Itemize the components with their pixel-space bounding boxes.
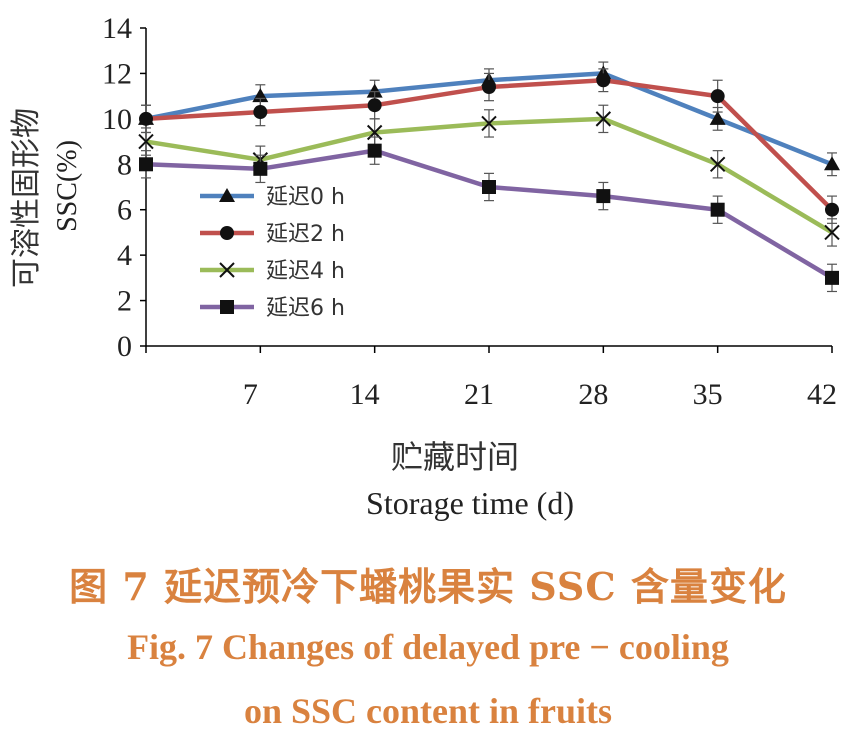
y-axis-title-english: SSC(%) [52,140,83,232]
figure-caption-chinese: 图 7 延迟预冷下蟠桃果实 SSC 含量变化 [69,564,787,609]
legend-marker [219,262,235,278]
x-tick-label: 28 [578,378,608,411]
x-tick-label: 42 [807,378,837,411]
data-point [710,202,725,217]
data-point [482,80,496,95]
data-point [825,270,839,285]
data-point [367,143,382,158]
figure-caption-english-line1: Fig. 7 Changes of delayed pre − cooling [127,627,729,667]
y-tick-label: 14 [102,12,132,45]
data-point [595,111,612,127]
data-point [367,98,382,113]
data-point [482,180,496,194]
y-tick-label: 12 [102,57,132,90]
legend-marker [219,188,235,202]
legend-label: 延迟0 h [266,185,345,210]
y-tick-label: 8 [117,148,132,181]
x-tick-label: 7 [243,378,258,411]
legend-label: 延迟4 h [266,259,345,284]
y-axis-title-chinese: 可溶性固形物 [9,108,44,288]
data-point [481,115,497,132]
legend-label: 延迟2 h [266,222,345,247]
x-axis-title-chinese: 贮藏时间 [391,438,519,476]
data-point [139,111,153,126]
y-tick-label: 10 [102,103,132,136]
data-point [138,133,154,150]
x-axis-title-english: Storage time (d) [366,485,574,521]
x-tick-label: 35 [693,378,723,411]
legend-marker [220,300,234,314]
legend-label: 延迟6 h [266,296,345,321]
data-point [596,189,611,204]
data-point [824,156,840,171]
data-point [709,156,726,172]
data-point [253,161,268,176]
data-point [139,157,153,172]
y-tick-label: 2 [117,285,132,318]
x-tick-label: 14 [350,378,380,411]
data-point [710,89,725,104]
data-point [709,110,726,125]
data-point [253,105,268,120]
figure-caption-english-line2: on SSC content in fruits [243,691,613,731]
data-point [366,83,383,98]
data-point [596,73,611,88]
y-tick-label: 6 [117,194,132,227]
legend-marker [220,226,234,240]
x-tick-label: 21 [464,378,494,411]
data-point [825,202,839,217]
y-tick-label: 4 [117,239,132,272]
data-point [824,224,840,241]
y-tick-label: 0 [117,330,132,363]
chart: 0 2 4 6 8 10 12 14 7 14 21 28 35 42 可溶性固形物 SSC(%) 贮藏时间 St… [9,12,840,521]
